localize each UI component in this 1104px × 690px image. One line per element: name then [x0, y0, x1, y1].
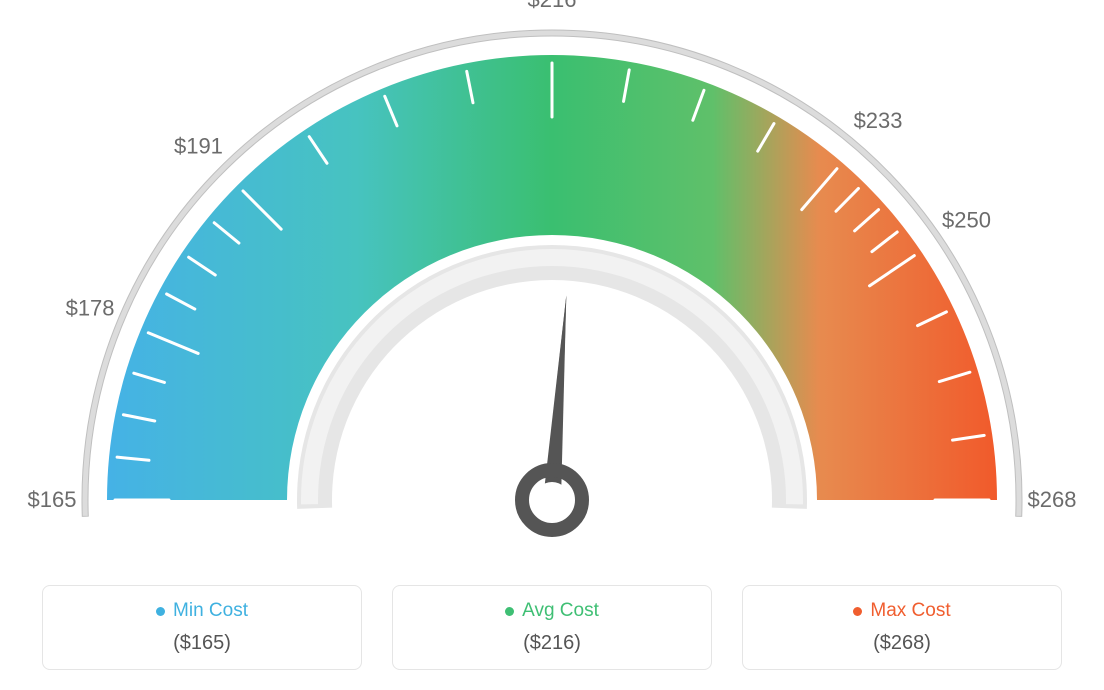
svg-text:$250: $250	[942, 207, 991, 232]
legend-card-min: Min Cost ($165)	[42, 585, 362, 670]
legend-title-max: Max Cost	[870, 600, 950, 622]
svg-text:$191: $191	[174, 133, 223, 158]
dot-avg	[505, 607, 514, 616]
svg-text:$268: $268	[1028, 487, 1077, 512]
svg-text:$165: $165	[28, 487, 77, 512]
legend-value-min: ($165)	[53, 632, 351, 655]
gauge-area: $165 $178 $191 $216 $233 $250 $268	[0, 0, 1104, 570]
cost-gauge-container: $165 $178 $191 $216 $233 $250 $268 Min Cost ($…	[0, 0, 1104, 690]
svg-text:$233: $233	[854, 108, 903, 133]
legend-value-avg: ($216)	[403, 632, 701, 655]
legend-card-avg: Avg Cost ($216)	[392, 585, 712, 670]
svg-text:$178: $178	[66, 296, 115, 321]
legend-title-min: Min Cost	[173, 600, 248, 622]
legend-value-max: ($268)	[753, 632, 1051, 655]
legend-title-avg: Avg Cost	[522, 600, 599, 622]
gauge-chart: $165 $178 $191 $216 $233 $250 $268	[0, 0, 1104, 570]
dot-max	[853, 607, 862, 616]
legend-row: Min Cost ($165) Avg Cost ($216) Max Cost…	[0, 585, 1104, 670]
svg-text:$216: $216	[528, 0, 577, 12]
legend-card-max: Max Cost ($268)	[742, 585, 1062, 670]
dot-min	[156, 607, 165, 616]
